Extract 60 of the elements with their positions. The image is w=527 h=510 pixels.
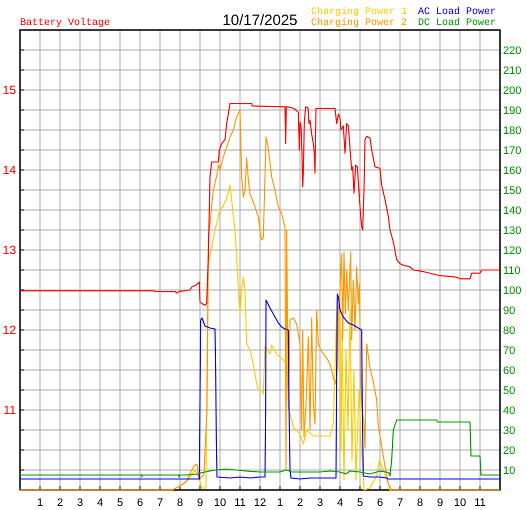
x-tick-label: 10 bbox=[454, 497, 466, 509]
line-series bbox=[19, 419, 500, 478]
x-tick-label: 11 bbox=[234, 497, 246, 509]
y2-tick-label: 200 bbox=[503, 85, 522, 97]
y2-tick-label: 10 bbox=[503, 465, 516, 477]
y2-tick-label: 190 bbox=[503, 105, 522, 117]
x-tick-label: 11 bbox=[474, 497, 486, 509]
text: AC Load Power bbox=[418, 6, 496, 18]
x-tick-label: 1 bbox=[276, 497, 284, 509]
y-tick-label: 11 bbox=[4, 403, 16, 417]
x-tick-label: 9 bbox=[436, 497, 444, 509]
y2-tick-label: 110 bbox=[503, 265, 521, 277]
x-tick-label: 6 bbox=[136, 497, 144, 509]
x-tick-label: 1 bbox=[36, 497, 44, 509]
x-tick-label: 7 bbox=[156, 497, 164, 509]
y2-tick-label: 220 bbox=[503, 45, 522, 57]
y-tick-label: 14 bbox=[2, 163, 16, 177]
y-axis-title: Battery Voltage bbox=[20, 17, 110, 29]
y2-tick-label: 100 bbox=[503, 285, 522, 297]
x-tick-label: 2 bbox=[296, 497, 304, 509]
x-tick-label: 8 bbox=[416, 497, 424, 509]
x-tick-label: 3 bbox=[316, 497, 324, 509]
x-tick-label: 10 bbox=[214, 497, 226, 509]
line-series bbox=[19, 109, 500, 491]
y2-tick-label: 180 bbox=[503, 125, 522, 137]
y-tick-label: 15 bbox=[2, 83, 16, 97]
y2-tick-label: 130 bbox=[503, 225, 522, 237]
line-series bbox=[19, 293, 500, 480]
x-tick-label: 5 bbox=[356, 497, 364, 509]
x-tick-label: 5 bbox=[116, 497, 124, 509]
x-tick-label: 6 bbox=[376, 497, 384, 509]
y2-tick-label: 40 bbox=[503, 405, 516, 417]
text: Charging Power 1 bbox=[311, 6, 408, 18]
y2-tick-label: 30 bbox=[503, 425, 516, 437]
y2-tick-label: 120 bbox=[503, 245, 522, 257]
text: DC Load Power bbox=[418, 17, 496, 29]
y2-tick-label: 20 bbox=[503, 445, 516, 457]
y-tick-label: 12 bbox=[2, 323, 16, 337]
x-tick-label: 2 bbox=[56, 497, 64, 509]
y2-tick-label: 140 bbox=[503, 205, 522, 217]
y2-tick-label: 210 bbox=[503, 65, 522, 77]
x-tick-label: 9 bbox=[196, 497, 204, 509]
x-tick-label: 4 bbox=[336, 497, 344, 509]
y2-tick-label: 70 bbox=[503, 345, 516, 357]
y2-tick-label: 170 bbox=[503, 145, 522, 157]
x-tick-label: 12 bbox=[254, 497, 266, 509]
line-series bbox=[19, 103, 500, 306]
x-tick-label: 4 bbox=[96, 497, 104, 509]
chart-title: 10/17/2025 bbox=[222, 12, 298, 29]
y2-tick-label: 90 bbox=[503, 305, 516, 317]
y2-tick-label: 60 bbox=[503, 365, 516, 377]
y2-tick-label: 150 bbox=[503, 185, 522, 197]
y2-tick-label: 50 bbox=[503, 385, 516, 397]
y2-tick-label: 80 bbox=[503, 325, 516, 337]
y-tick-label: 13 bbox=[2, 243, 16, 257]
x-tick-label: 8 bbox=[176, 497, 184, 509]
x-tick-label: 7 bbox=[396, 497, 404, 509]
y2-tick-label: 160 bbox=[503, 165, 522, 177]
x-tick-label: 3 bbox=[76, 497, 84, 509]
text: Charging Power 2 bbox=[311, 17, 408, 29]
